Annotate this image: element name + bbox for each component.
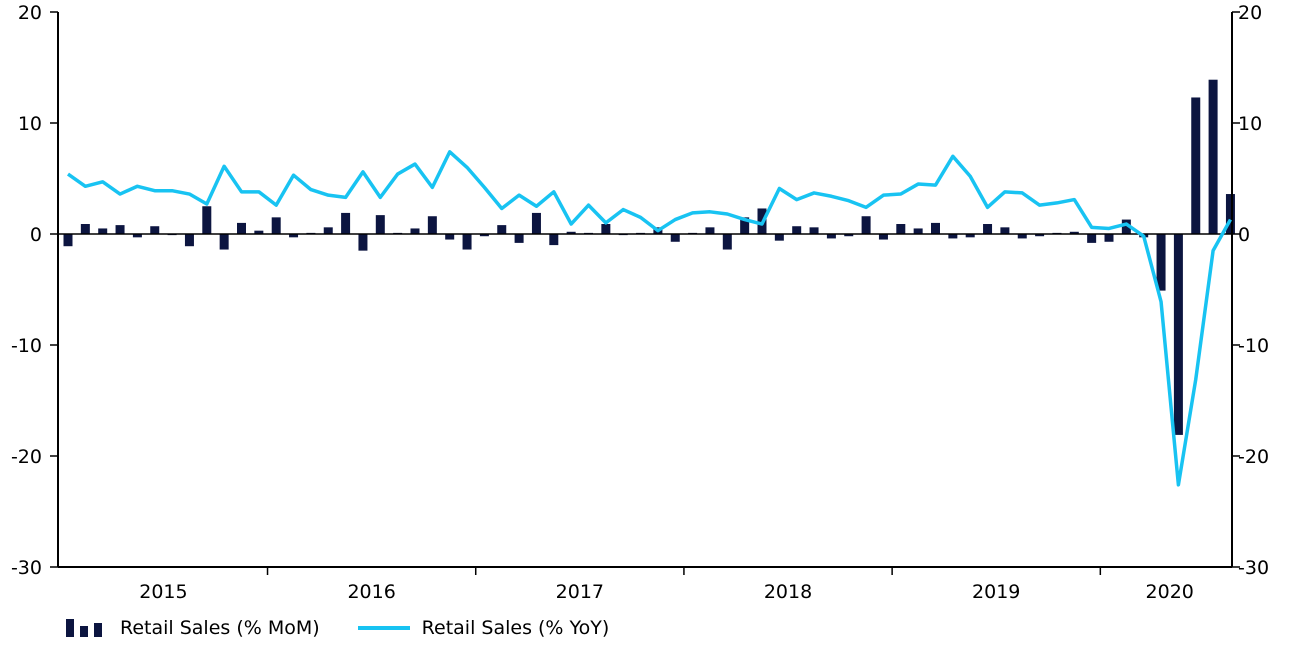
mom-bar [427,216,437,234]
mom-bar [965,234,975,238]
x-tick-label: 2018 [764,581,812,603]
mom-bar [861,216,871,234]
mom-bar [878,234,888,240]
legend-item-mom: Retail Sales (% MoM) [66,617,320,639]
mom-bar [792,226,802,234]
y2-tick-label: -10 [1238,335,1269,357]
mom-bar [202,206,212,234]
legend-label-mom: Retail Sales (% MoM) [120,617,320,639]
mom-bar [410,228,420,234]
mom-bar [1087,234,1097,243]
mom-bar [531,212,541,234]
mom-bar [549,234,559,246]
mom-bar [271,217,281,234]
mom-bar [358,234,368,251]
y2-tick-label: 10 [1238,113,1262,135]
mom-bar [1000,227,1010,234]
mom-bar [323,227,333,234]
mom-bar [514,234,524,243]
chart-axes [50,11,1240,575]
mom-bar [375,215,385,234]
mom-bar [826,234,836,239]
y-tick-label: -20 [11,446,42,468]
mom-bar [219,234,229,250]
y2-tick-label: -30 [1238,557,1269,579]
mom-bar [740,217,750,234]
mom-bar [844,234,854,237]
mom-bar [1225,194,1235,234]
yoy-line-layer [66,150,1232,487]
mom-bar [1069,231,1079,234]
y-tick-label: 10 [18,113,42,135]
mom-bar [237,222,246,234]
x-tick-label: 2020 [1146,581,1194,603]
y-tick-label: -10 [11,335,42,357]
mom-bar [1017,234,1027,239]
mom-bar [983,224,993,234]
mom-bar [1173,234,1183,435]
mom-bar [445,234,455,240]
mom-bar [289,234,299,238]
y-tick-label: 20 [18,2,42,24]
legend-item-yoy: Retail Sales (% YoY) [357,617,610,639]
mom-bar [98,228,108,234]
mom-bar [1208,79,1218,235]
y2-tick-label: 0 [1238,224,1250,246]
x-tick-label: 2017 [556,581,604,603]
mom-bar [254,230,264,234]
mom-bar [150,226,160,234]
mom-bar [809,227,819,234]
mom-bar [948,234,958,239]
mom-bar [774,234,784,241]
mom-bar [931,222,940,234]
legend-label-yoy: Retail Sales (% YoY) [421,617,610,639]
yoy-line [66,150,1232,487]
mom-bar [184,234,194,247]
x-tick-label: 2016 [347,581,395,603]
mom-bar [1156,234,1166,291]
mom-bar [896,224,906,234]
mom-bar [566,231,576,234]
mom-bar [1191,97,1201,234]
mom-bar [497,225,507,234]
y-tick-label: 0 [30,224,42,246]
line-swatch-icon [357,626,410,630]
mom-bar [705,227,715,234]
mom-bar [670,234,680,242]
mom-bar [115,225,125,234]
mom-bars [63,79,1235,435]
x-tick-label: 2015 [139,581,187,603]
bar-swatch-icon [66,619,108,637]
mom-bar [913,228,923,234]
mom-bar [341,212,351,234]
mom-bar [63,234,73,247]
mom-bar [1104,234,1114,242]
mom-bar [479,234,489,237]
mom-bar [722,234,732,250]
mom-bar [601,224,611,234]
mom-bar [1035,234,1045,237]
y2-tick-label: 20 [1238,2,1262,24]
mom-bar [80,224,90,234]
y2-tick-label: -20 [1238,446,1269,468]
mom-bar [1121,219,1131,234]
mom-bar [132,234,142,238]
x-tick-label: 2019 [972,581,1020,603]
chart-legend: Retail Sales (% MoM) Retail Sales (% YoY… [66,617,647,639]
mom-bar [462,234,472,250]
y-tick-label: -30 [11,557,42,579]
